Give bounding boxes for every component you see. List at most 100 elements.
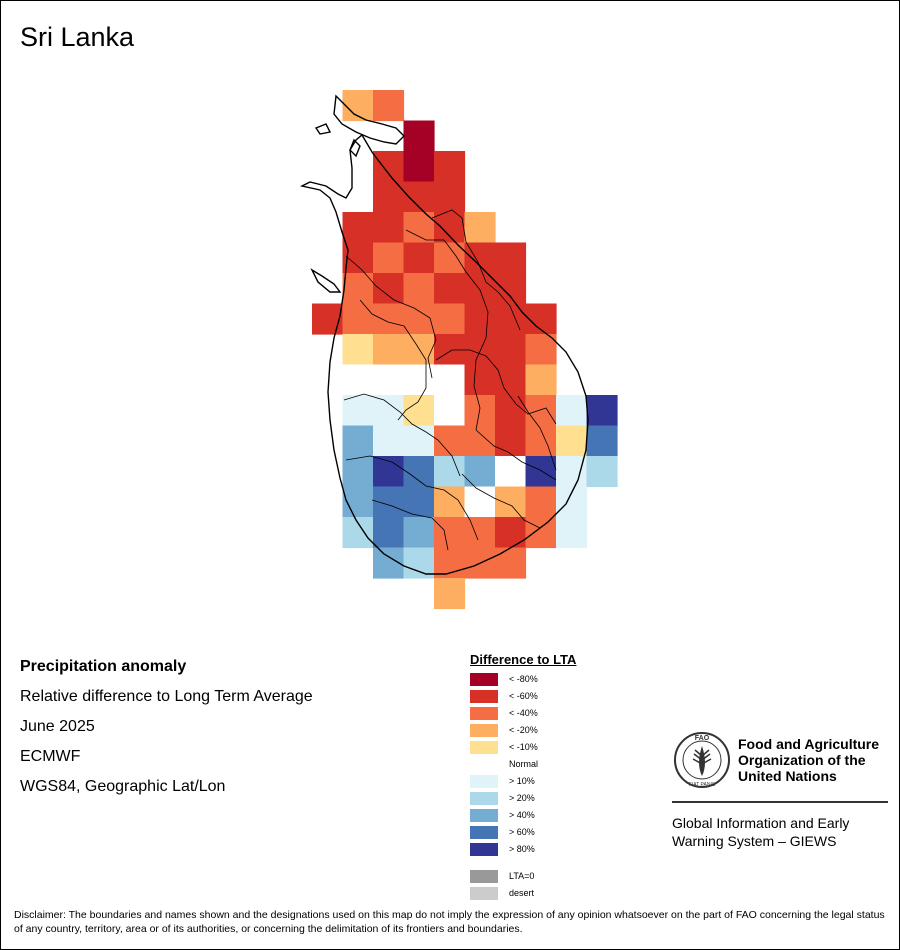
grid-cell	[495, 242, 527, 274]
legend-item-label: > 20%	[509, 793, 535, 803]
organization-name: Food and Agriculture Organization of the…	[738, 736, 880, 784]
legend: Difference to LTA < -80% < -60% < -40% < -2…	[470, 652, 576, 902]
legend-item-label: < -20%	[509, 725, 538, 735]
grid-cell	[434, 303, 466, 335]
legend-item-row: < -80%	[470, 671, 576, 688]
grid-cell	[342, 395, 374, 427]
grid-cell	[342, 517, 374, 549]
district-line	[517, 395, 557, 471]
variable-label: Precipitation anomaly	[20, 658, 187, 675]
period-label: June 2025	[20, 718, 95, 735]
grid-cell	[464, 517, 496, 549]
legend-title: Difference to LTA	[470, 652, 577, 667]
grid-cell	[556, 456, 588, 488]
legend-item-swatch	[470, 724, 498, 737]
grid-cell	[586, 456, 618, 488]
grid-cell	[525, 364, 557, 396]
grid-cell	[464, 364, 496, 396]
legend-item-swatch	[470, 758, 498, 771]
district-line	[475, 429, 557, 481]
grid-cell	[403, 151, 435, 183]
grid-cell	[495, 517, 527, 549]
legend-item-label: < -80%	[509, 674, 538, 684]
legend-item-swatch	[470, 690, 498, 703]
giews-label: Global Information and Early Warning Sys…	[672, 815, 850, 849]
grid-cell	[556, 395, 588, 427]
legend-item-label: > 60%	[509, 827, 535, 837]
legend-item-swatch	[470, 843, 498, 856]
grid-cell	[373, 242, 405, 274]
legend-item-row: > 40%	[470, 807, 576, 824]
grid-cell	[373, 425, 405, 457]
legend-item-row: > 20%	[470, 790, 576, 807]
grid-cell	[373, 395, 405, 427]
district-line	[461, 473, 541, 529]
legend-item-row: < -20%	[470, 722, 576, 739]
grid-cell	[403, 242, 435, 274]
legend-item-label: < -60%	[509, 691, 538, 701]
grid-cell	[342, 212, 374, 244]
grid-cell	[403, 425, 435, 457]
grid-cell	[434, 517, 466, 549]
district-line	[343, 393, 461, 477]
grid-cell	[434, 181, 466, 213]
grid-cell	[525, 517, 557, 549]
legend-item-swatch	[470, 775, 498, 788]
legend-item-swatch	[470, 826, 498, 839]
grid-cell	[373, 90, 405, 122]
grid-cell	[464, 303, 496, 335]
grid-cell	[342, 303, 374, 335]
anomaly-grid	[312, 90, 618, 610]
fao-logo-text: FAO	[695, 735, 710, 742]
grid-cell	[464, 212, 496, 244]
legend-item-label: < -10%	[509, 742, 538, 752]
delft-islet	[349, 138, 361, 158]
source-label: ECMWF	[20, 748, 81, 765]
legend-item-row: > 10%	[470, 773, 576, 790]
grid-cell	[342, 273, 374, 305]
grid-cell	[525, 395, 557, 427]
grid-cell	[373, 303, 405, 335]
northern-islet	[314, 123, 332, 135]
grid-cell	[556, 517, 588, 549]
legend-item-label: Normal	[509, 759, 539, 769]
district-boundaries	[343, 209, 557, 551]
grid-cell	[495, 303, 527, 335]
grid-cell	[495, 334, 527, 366]
grid-cell	[495, 395, 527, 427]
legend-item-swatch	[470, 792, 498, 805]
grid-cell	[373, 364, 405, 396]
grid-cell	[434, 578, 466, 610]
district-line	[431, 209, 521, 331]
grid-cell	[556, 486, 588, 518]
grid-cell	[403, 517, 435, 549]
grid-cell	[373, 517, 405, 549]
district-line	[405, 229, 489, 431]
grid-cell	[434, 273, 466, 305]
grid-cell	[495, 364, 527, 396]
grid-cell	[586, 395, 618, 427]
grid-cell	[342, 456, 374, 488]
legend-extra-item-label: LTA=0	[509, 871, 535, 881]
grid-cell	[525, 486, 557, 518]
map-canvas	[299, 90, 618, 610]
grid-cell	[434, 364, 466, 396]
legend-item-swatch	[470, 809, 498, 822]
grid-cell	[525, 334, 557, 366]
legend-extra-item-label: desert	[509, 888, 535, 898]
legend-extra-item-row: desert	[470, 885, 576, 902]
grid-cell	[434, 395, 466, 427]
grid-cell	[342, 364, 374, 396]
grid-cell	[403, 456, 435, 488]
grid-cell	[495, 456, 527, 488]
grid-cell	[434, 334, 466, 366]
legend-item-label: < -40%	[509, 708, 538, 718]
grid-cell	[403, 303, 435, 335]
legend-item-row: < -10%	[470, 739, 576, 756]
grid-cell	[403, 273, 435, 305]
grid-cell	[586, 425, 618, 457]
fao-logo-icon: FAO FIAT PANIS	[674, 732, 730, 788]
legend-extra-item-row: LTA=0	[470, 868, 576, 885]
grid-cell	[403, 120, 435, 152]
legend-item-label: > 40%	[509, 810, 535, 820]
